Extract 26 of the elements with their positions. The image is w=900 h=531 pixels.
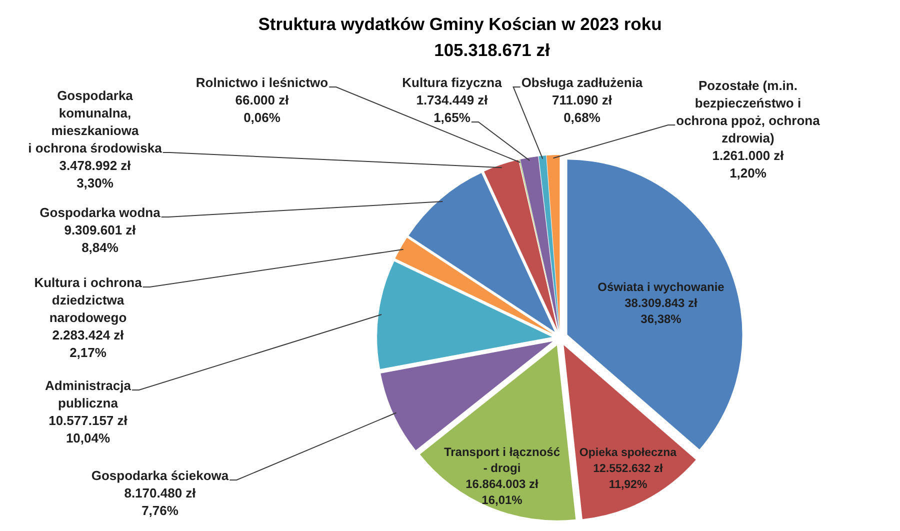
data-label: 9.309.601 zł 8,84%	[64, 222, 136, 255]
chart-subtitle: 105.318.671 zł	[434, 40, 550, 60]
slice-label: Opieka społeczna	[579, 447, 678, 459]
slice-label: Oświata i wychowanie	[598, 280, 725, 294]
data-label: 10.577.157 zł 10,04%	[48, 413, 128, 446]
slice-label: Obsługa zadłużenia	[521, 75, 644, 90]
slice-label: Kultura fizyczna	[402, 75, 503, 90]
data-label: 12.552.632 zł 11,92%	[593, 463, 664, 491]
data-label: 711.090 zł 0,68%	[552, 92, 612, 125]
slice-label: Gospodarka wodna	[40, 205, 162, 220]
slice-label: Kultura i ochrona dziedzictwa narodowego	[34, 275, 143, 325]
data-label: 2.283.424 zł 2,17%	[52, 328, 124, 360]
data-label: 38.309.843 zł 36,38%	[624, 296, 698, 326]
data-label: 1.734.449 zł 1,65%	[416, 92, 488, 125]
chart-title: Struktura wydatków Gminy Kościan w 2023 roku	[258, 14, 662, 34]
slice-label: Administracja publiczna	[45, 378, 132, 410]
data-label: 1.261.000 zł 1,20%	[712, 148, 784, 180]
slice-label: Rolnictwo i leśnictwo	[196, 75, 328, 90]
slice-label: Pozostałe (m.in. bezpieczeństwo i ochrona ppoż, ochrona zdrowia)	[676, 78, 821, 146]
data-label: 8.170.480 zł 7,76%	[124, 486, 196, 518]
data-label: 16.864.003 zł 16,01%	[466, 477, 540, 507]
slice-label: Gospodarka ściekowa	[91, 468, 230, 483]
slice-label: Transport i łączność - drogi	[444, 445, 560, 475]
data-label: 3.478.992 zł 3,30%	[59, 158, 132, 190]
slice-label: Gospodarka komunalna, mieszkaniowa i ochrona środowiska	[28, 88, 163, 156]
data-label: 66.000 zł 0,06%	[235, 92, 290, 125]
